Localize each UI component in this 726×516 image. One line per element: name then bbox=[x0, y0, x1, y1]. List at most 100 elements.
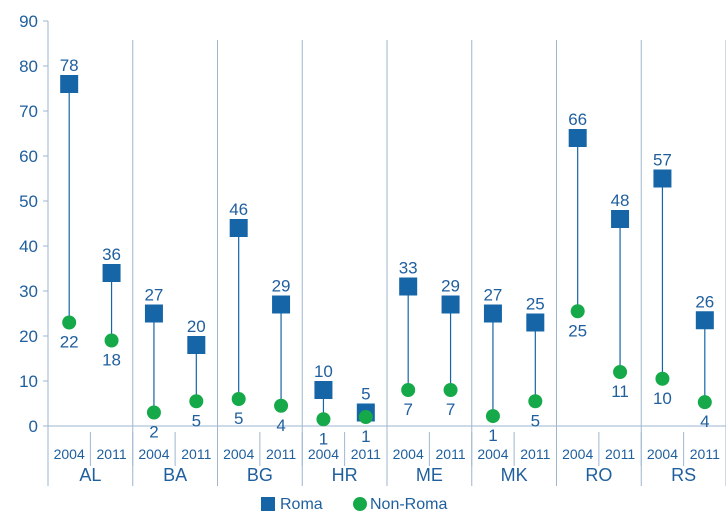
roma-value-label: 27 bbox=[483, 286, 502, 305]
roma-marker bbox=[653, 169, 672, 188]
nonroma-marker bbox=[274, 398, 289, 413]
nonroma-value-label: 10 bbox=[653, 389, 672, 408]
y-tick-label: 0 bbox=[29, 417, 38, 436]
roma-marker bbox=[611, 210, 630, 228]
y-tick-label: 30 bbox=[19, 282, 38, 301]
x-year-label: 2004 bbox=[647, 446, 678, 462]
x-year-label: 2004 bbox=[54, 446, 85, 462]
roma-value-label: 78 bbox=[60, 56, 79, 75]
x-country-label: RS bbox=[671, 465, 696, 485]
roma-marker bbox=[568, 129, 587, 147]
nonroma-marker bbox=[401, 383, 416, 397]
x-year-label: 2004 bbox=[393, 446, 424, 462]
roma-value-label: 27 bbox=[144, 286, 163, 305]
nonroma-marker bbox=[358, 410, 373, 424]
nonroma-marker bbox=[443, 383, 458, 397]
nonroma-value-label: 7 bbox=[446, 400, 455, 419]
nonroma-value-label: 2 bbox=[149, 423, 158, 442]
y-axis: 0 10 20 30 40 50 60 70 80 90 bbox=[19, 12, 49, 436]
legend-roma-swatch bbox=[261, 497, 275, 511]
nonroma-marker bbox=[104, 333, 119, 348]
roma-value-label: 36 bbox=[102, 245, 121, 264]
roma-marker bbox=[314, 381, 333, 399]
nonroma-marker bbox=[189, 394, 204, 409]
nonroma-marker bbox=[613, 365, 628, 379]
roma-value-label: 25 bbox=[526, 295, 545, 314]
x-country-label: RO bbox=[585, 465, 612, 485]
roma-marker bbox=[695, 311, 714, 330]
nonroma-value-label: 5 bbox=[234, 409, 243, 428]
x-year-label: 2011 bbox=[690, 446, 720, 462]
roma-marker bbox=[60, 75, 79, 93]
roma-value-label: 66 bbox=[568, 110, 587, 129]
nonroma-marker bbox=[316, 412, 331, 427]
nonroma-value-label: 5 bbox=[192, 411, 201, 430]
legend-nonroma-label: Non-Roma bbox=[370, 496, 447, 513]
nonroma-value-label: 4 bbox=[700, 412, 709, 431]
nonroma-value-label: 18 bbox=[102, 351, 121, 370]
roma-value-label: 46 bbox=[229, 200, 248, 219]
x-year-label: 2004 bbox=[138, 446, 169, 462]
y-tick-label: 60 bbox=[19, 147, 38, 166]
x-year-label: 2011 bbox=[97, 446, 127, 462]
nonroma-value-label: 5 bbox=[531, 411, 540, 430]
roma-marker bbox=[144, 304, 163, 323]
markers bbox=[60, 75, 714, 427]
x-year-label: 2011 bbox=[520, 446, 550, 462]
x-year-label: 2004 bbox=[308, 446, 339, 462]
roma-value-label: 10 bbox=[314, 362, 333, 381]
x-year-label: 2011 bbox=[351, 446, 381, 462]
nonroma-marker bbox=[62, 315, 77, 330]
roma-marker bbox=[187, 336, 206, 354]
x-country-label: HR bbox=[332, 465, 358, 485]
nonroma-value-label: 25 bbox=[568, 321, 587, 340]
nonroma-marker bbox=[570, 304, 585, 319]
x-year-label: 2011 bbox=[605, 446, 635, 462]
roma-value-label: 29 bbox=[272, 277, 291, 296]
nonroma-marker bbox=[655, 371, 670, 386]
roma-value-label: 57 bbox=[653, 151, 672, 170]
x-country-label: MK bbox=[501, 465, 528, 485]
y-tick-label: 90 bbox=[19, 12, 38, 31]
nonroma-value-label: 22 bbox=[60, 333, 79, 352]
x-year-label: 2011 bbox=[436, 446, 466, 462]
roma-marker bbox=[483, 304, 502, 323]
x-country-label: AL bbox=[79, 465, 101, 485]
roma-value-label: 26 bbox=[695, 292, 714, 311]
y-tick-label: 50 bbox=[19, 192, 38, 211]
x-country-label: ME bbox=[416, 465, 443, 485]
legend-roma-label: Roma bbox=[280, 496, 323, 513]
nonroma-value-label: 1 bbox=[488, 426, 497, 445]
y-tick-label: 70 bbox=[19, 102, 38, 121]
x-year-label: 2011 bbox=[181, 446, 211, 462]
nonroma-value-label: 11 bbox=[611, 382, 629, 401]
roma-marker bbox=[272, 295, 291, 314]
nonroma-marker bbox=[146, 405, 161, 420]
roma-marker bbox=[399, 277, 418, 296]
x-year-label: 2004 bbox=[562, 446, 593, 462]
x-axis: 2004 2011 2004 2011 2004 2011 2004 2011 2004 2011… bbox=[47, 40, 726, 486]
nonroma-value-label: 4 bbox=[276, 416, 285, 435]
roma-value-label: 33 bbox=[399, 259, 418, 278]
legend[interactable]: Roma Non-Roma bbox=[261, 496, 447, 513]
roma-value-label: 5 bbox=[361, 385, 370, 404]
legend-nonroma-swatch bbox=[353, 497, 367, 511]
nonroma-marker bbox=[485, 409, 500, 424]
x-country-label: BA bbox=[163, 465, 187, 485]
nonroma-value-label: 1 bbox=[319, 429, 328, 448]
connectors bbox=[68, 84, 706, 420]
nonroma-marker bbox=[231, 392, 246, 406]
nonroma-value-label: 1 bbox=[361, 427, 370, 446]
roma-marker bbox=[229, 219, 248, 237]
x-year-label: 2004 bbox=[223, 446, 254, 462]
nonroma-marker bbox=[697, 395, 712, 410]
roma-marker bbox=[526, 313, 545, 332]
y-tick-label: 40 bbox=[19, 237, 38, 256]
roma-value-label: 48 bbox=[611, 191, 630, 210]
roma-marker bbox=[102, 264, 121, 282]
roma-value-label: 20 bbox=[187, 317, 206, 336]
y-tick-label: 80 bbox=[19, 57, 38, 76]
y-tick-label: 10 bbox=[19, 372, 38, 391]
x-year-label: 2011 bbox=[266, 446, 296, 462]
